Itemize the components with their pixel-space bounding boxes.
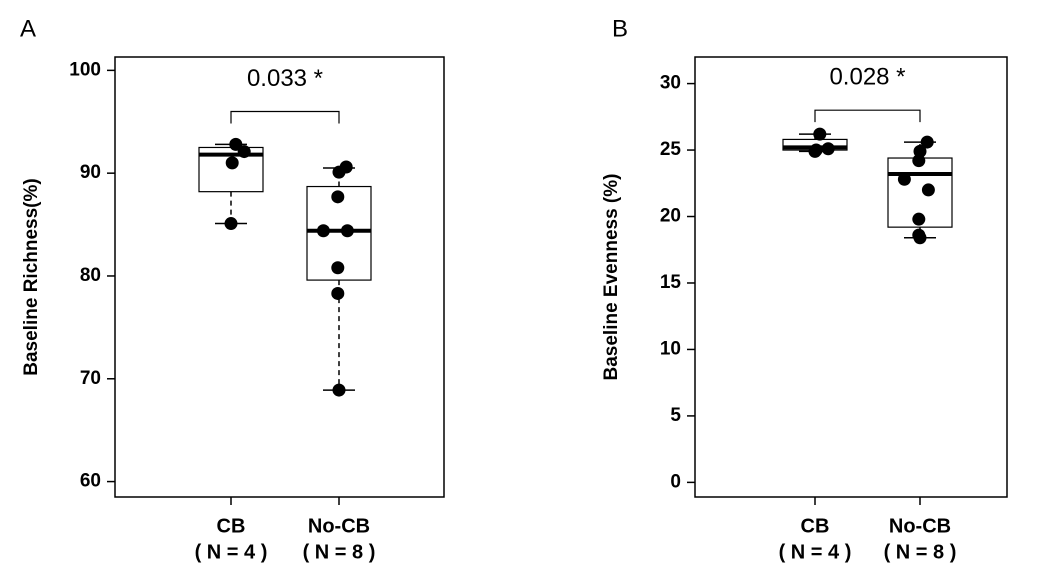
plot-frame [114,56,445,498]
point [332,165,346,179]
point [340,224,354,238]
point [813,127,827,141]
y-tick-label: 30 [660,73,681,94]
category-note: ( N = 8 ) [303,541,376,563]
category-note: ( N = 8 ) [884,541,957,563]
x-tick-label: CB [217,515,246,537]
annotation: 0.033 * [247,65,323,92]
point [912,212,926,226]
point [921,183,935,197]
y-tick-label: 20 [660,206,681,227]
box [887,157,953,228]
panel-label: A [20,15,36,42]
y-axis-label: Baseline Richness(%) [21,178,42,375]
point [912,154,926,168]
point [225,156,239,170]
point [316,224,330,238]
point [920,135,934,149]
y-tick-label: 90 [80,162,101,183]
point [808,144,822,158]
significance-bracket [814,109,921,123]
y-tick-label: 15 [660,272,682,293]
point [332,383,346,397]
x-tick-label: No-CB [889,515,951,537]
annotation: 0.028 * [829,64,905,91]
point [331,261,345,275]
point [897,172,911,186]
y-tick-label: 25 [660,139,682,160]
y-tick-label: 5 [670,405,681,426]
y-tick-label: 70 [80,368,101,389]
x-tick-label: CB [801,515,830,537]
y-tick-label: 80 [80,265,101,286]
y-tick-label: 0 [670,471,681,492]
y-axis-label: Baseline Evenness (%) [601,174,622,381]
category-note: ( N = 4 ) [195,541,268,563]
x-tick-label: No-CB [308,515,370,537]
significance-bracket [230,110,340,124]
panel-label: B [612,15,628,42]
plot-frame [694,56,1008,498]
point [237,145,251,159]
point [331,190,345,204]
y-tick-label: 60 [80,471,101,492]
point [913,231,927,245]
point [224,217,238,231]
category-note: ( N = 4 ) [779,541,852,563]
y-tick-label: 100 [69,59,101,80]
point [331,286,345,300]
point [821,142,835,156]
y-tick-label: 10 [660,338,681,359]
